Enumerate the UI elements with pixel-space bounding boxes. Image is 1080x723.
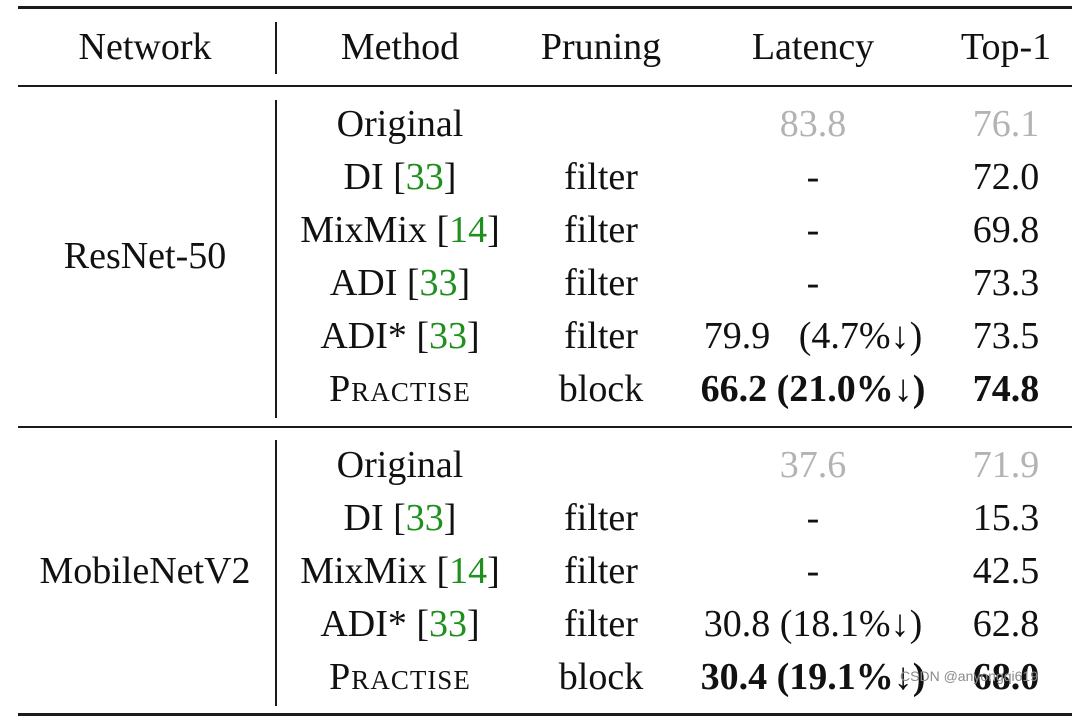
latency-cell: 83.8 xyxy=(779,103,847,145)
header-network: Network xyxy=(78,26,212,68)
pruning-cell: filter xyxy=(564,315,638,357)
group-separator-rule xyxy=(18,426,1072,428)
citation-link[interactable]: 33 xyxy=(405,156,444,198)
network-resnet50: ResNet-50 xyxy=(63,235,227,277)
method-cell: ADI* [33] xyxy=(320,315,480,357)
latency-cell: 37.6 xyxy=(779,444,847,486)
pruning-cell: filter xyxy=(564,603,638,645)
latency-cell: - xyxy=(806,262,820,304)
top1-cell: 15.3 xyxy=(972,497,1040,539)
pruning-cell: block xyxy=(558,656,644,698)
method-cell: ADI [33] xyxy=(329,262,471,304)
bottom-rule xyxy=(18,713,1072,716)
pruning-cell: block xyxy=(558,368,644,410)
top1-cell: 42.5 xyxy=(972,550,1040,592)
top1-cell: 72.0 xyxy=(972,156,1040,198)
network-mobilenetv2: MobileNetV2 xyxy=(39,550,251,592)
header-top1: Top-1 xyxy=(960,26,1052,68)
latency-cell: 79.9 (4.7%↓) xyxy=(703,315,923,357)
method-cell: Practise xyxy=(329,368,471,410)
latency-cell: - xyxy=(806,550,820,592)
top1-cell: 76.1 xyxy=(972,103,1040,145)
method-cell: MixMix [14] xyxy=(300,550,500,592)
group2-vertical-rule xyxy=(275,440,277,706)
pruning-cell: filter xyxy=(564,262,638,304)
top1-cell: 71.9 xyxy=(972,444,1040,486)
pruning-cell: filter xyxy=(564,156,638,198)
pruning-cell: filter xyxy=(564,497,638,539)
top1-cell: 73.3 xyxy=(972,262,1040,304)
header-pruning: Pruning xyxy=(540,26,662,68)
header-latency: Latency xyxy=(751,26,875,68)
citation-link[interactable]: 33 xyxy=(405,497,444,539)
watermark: CSDN @anyongqi619 xyxy=(900,668,1038,684)
citation-link[interactable]: 14 xyxy=(449,550,488,592)
citation-link[interactable]: 14 xyxy=(449,209,488,251)
method-cell: Original xyxy=(336,103,464,145)
top1-cell: 74.8 xyxy=(972,368,1040,410)
method-cell: Original xyxy=(336,444,464,486)
pruning-cell: filter xyxy=(564,209,638,251)
pruning-cell: filter xyxy=(564,550,638,592)
top1-cell: 69.8 xyxy=(972,209,1040,251)
method-cell: DI [33] xyxy=(343,156,457,198)
method-cell: Practise xyxy=(329,656,471,698)
citation-link[interactable]: 33 xyxy=(429,315,468,357)
header-rule xyxy=(18,85,1072,87)
latency-cell: 30.4 (19.1%↓) xyxy=(700,656,926,698)
method-cell: ADI* [33] xyxy=(320,603,480,645)
method-cell: MixMix [14] xyxy=(300,209,500,251)
group1-vertical-rule xyxy=(275,100,277,418)
top1-cell: 73.5 xyxy=(972,315,1040,357)
latency-cell: 66.2 (21.0%↓) xyxy=(700,368,926,410)
top1-cell: 62.8 xyxy=(972,603,1040,645)
latency-cell: - xyxy=(806,209,820,251)
citation-link[interactable]: 33 xyxy=(429,603,468,645)
method-cell: DI [33] xyxy=(343,497,457,539)
citation-link[interactable]: 33 xyxy=(419,262,458,304)
header-method: Method xyxy=(340,26,460,68)
latency-cell: - xyxy=(806,156,820,198)
top-rule xyxy=(18,6,1072,9)
top1-cell: 68.0 xyxy=(972,656,1040,698)
header-vertical-rule xyxy=(275,22,277,74)
latency-cell: - xyxy=(806,497,820,539)
latency-cell: 30.8 (18.1%↓) xyxy=(703,603,923,645)
